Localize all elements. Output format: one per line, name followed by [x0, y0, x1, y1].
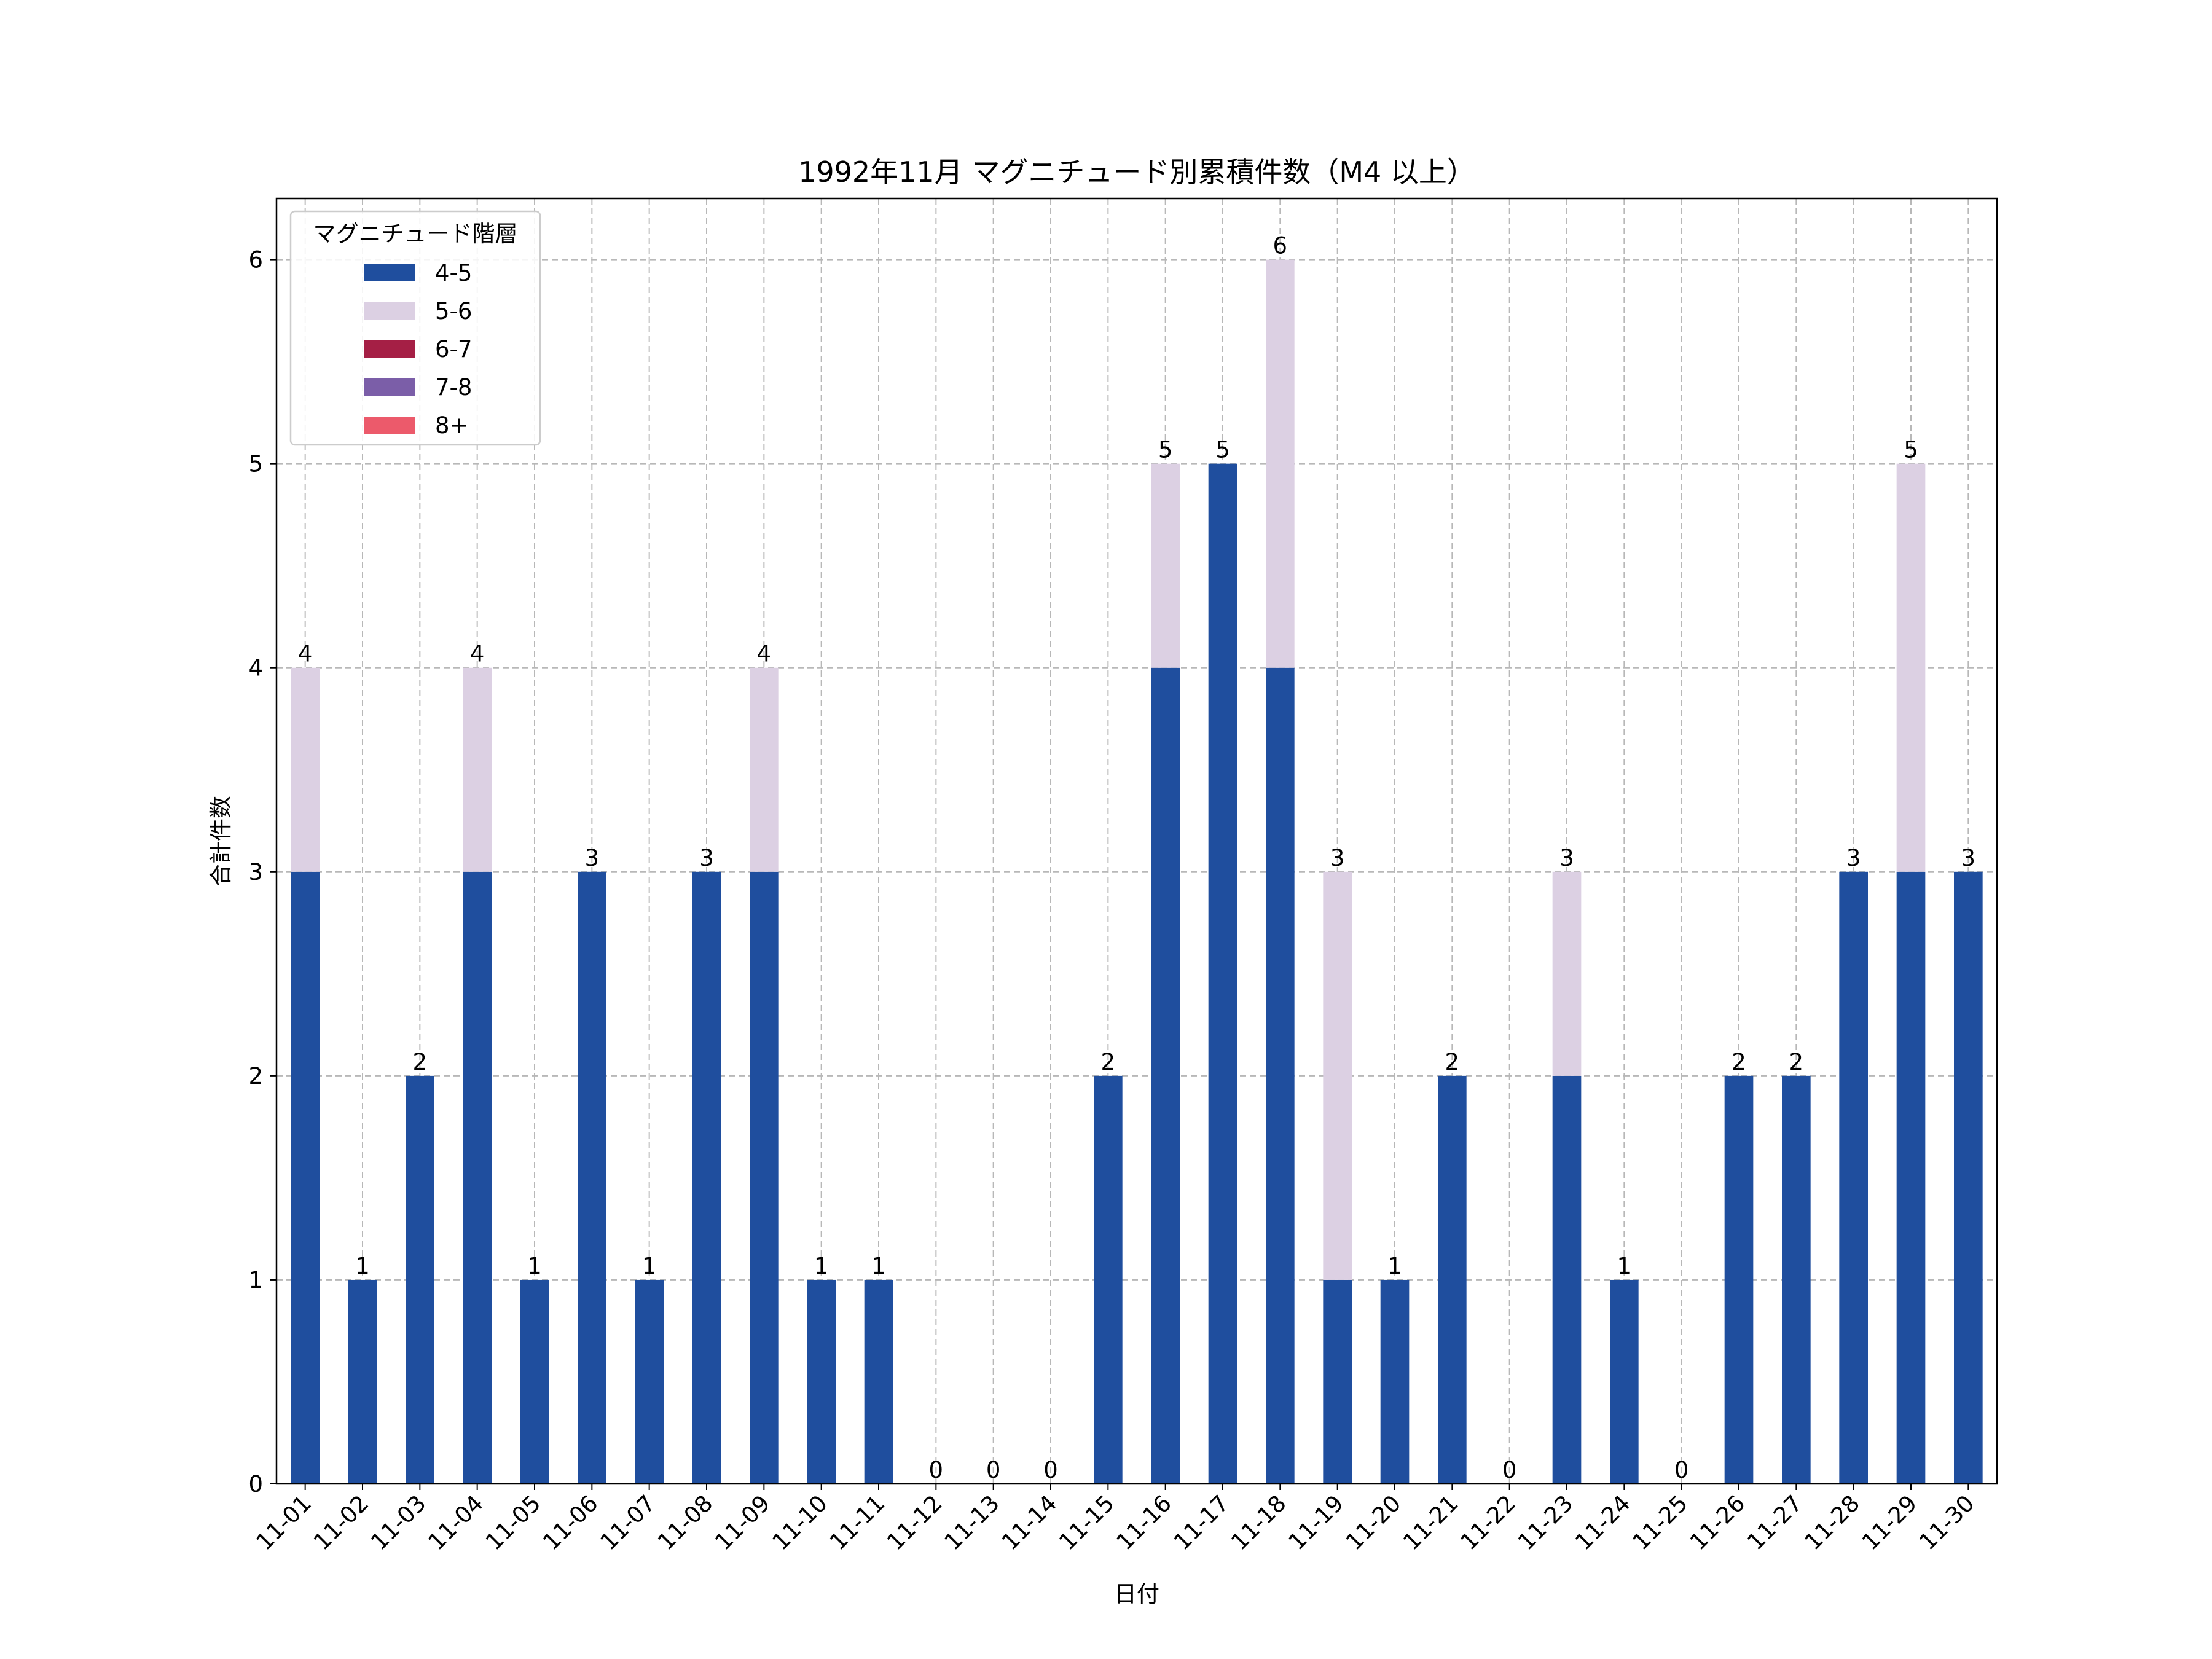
bar-total-label: 2 [1445, 1049, 1460, 1075]
bar-segment-4-5-11-21 [1438, 1075, 1467, 1484]
bar-segment-4-5-11-04 [463, 871, 492, 1484]
bar-total-label: 4 [757, 641, 772, 667]
bar-total-label: 2 [413, 1049, 428, 1075]
legend-swatch-4-5 [364, 264, 415, 281]
bar-segment-5-6-11-19 [1323, 871, 1352, 1280]
x-axis-label: 日付 [1114, 1581, 1159, 1607]
bar-segment-5-6-11-16 [1151, 463, 1180, 668]
bar-total-label: 0 [1674, 1457, 1689, 1483]
bar-total-label: 2 [1732, 1049, 1746, 1075]
legend-title: マグニチュード階層 [313, 221, 518, 247]
bar-segment-4-5-11-15 [1094, 1075, 1123, 1484]
bar-segment-5-6-11-23 [1552, 871, 1582, 1076]
bar-total-label: 2 [1101, 1049, 1116, 1075]
bar-segment-4-5-11-06 [578, 871, 606, 1484]
y-tick-label: 3 [248, 859, 263, 885]
bar-segment-4-5-11-18 [1266, 667, 1295, 1484]
bar-total-label: 3 [585, 845, 600, 871]
bar-total-label: 1 [355, 1253, 370, 1279]
bar-total-label: 3 [1559, 845, 1574, 871]
bar-total-label: 4 [298, 641, 313, 667]
y-axis-ticks: 0 1 2 3 4 5 6 [248, 247, 276, 1497]
bar-segment-4-5-11-10 [807, 1279, 836, 1484]
bar-segment-4-5-11-29 [1896, 871, 1926, 1484]
bar-segment-4-5-11-11 [864, 1279, 893, 1484]
bar-total-labels: 4 1 2 4 1 3 1 3 4 1 1 0 0 0 2 5 5 6 3 1 2 0 3 1 0 2 2 3 5 3 [298, 233, 1975, 1483]
bar-segment-4-5-11-01 [291, 871, 320, 1484]
legend-label: 7-8 [435, 374, 472, 401]
bar-total-label: 1 [814, 1253, 829, 1279]
bar-total-label: 6 [1273, 233, 1288, 259]
bar-segment-5-6-11-29 [1896, 463, 1926, 872]
y-axis-label: 合計件数 [208, 796, 234, 887]
bar-segment-4-5-11-17 [1208, 463, 1237, 1484]
legend: マグニチュード階層 4-5 5-6 6-7 7-8 8+ [289, 210, 541, 446]
bar-segment-4-5-11-02 [348, 1279, 377, 1484]
y-tick-label: 1 [248, 1267, 263, 1293]
bar-segment-4-5-11-23 [1552, 1075, 1582, 1484]
legend-swatch-5-6 [364, 302, 415, 320]
bar-segment-5-6-11-18 [1266, 259, 1295, 668]
bar-total-label: 3 [1846, 845, 1861, 871]
legend-swatch-6-7 [364, 340, 415, 358]
bar-segment-4-5-11-27 [1782, 1075, 1811, 1484]
bar-total-label: 1 [1387, 1253, 1402, 1279]
chart-title: 1992年11月 マグニチュード別累積件数（M4 以上） [798, 155, 1475, 189]
bar-total-label: 0 [1043, 1457, 1058, 1483]
bar-total-label: 0 [986, 1457, 1001, 1483]
bar-segment-4-5-11-28 [1839, 871, 1868, 1484]
plot-frame [275, 197, 1998, 1485]
bar-segment-4-5-11-30 [1954, 871, 1983, 1484]
y-tick-label: 5 [248, 451, 263, 477]
bar-total-label: 3 [1961, 845, 1976, 871]
bars [291, 259, 1983, 1484]
bar-total-label: 1 [527, 1253, 542, 1279]
bar-total-label: 5 [1158, 437, 1173, 463]
bar-segment-5-6-11-04 [463, 667, 492, 872]
bar-total-label: 1 [642, 1253, 657, 1279]
bar-total-label: 5 [1215, 437, 1230, 463]
legend-swatch-8+ [364, 417, 415, 434]
bar-segment-4-5-11-16 [1151, 667, 1180, 1484]
bar-segment-4-5-11-20 [1380, 1279, 1410, 1484]
legend-label: 8+ [435, 412, 469, 439]
y-tick-label: 4 [248, 655, 263, 681]
bar-total-label: 1 [1617, 1253, 1632, 1279]
legend-label: 5-6 [435, 298, 472, 324]
bar-segment-4-5-11-24 [1610, 1279, 1639, 1484]
bar-total-label: 0 [929, 1457, 944, 1483]
bar-segment-4-5-11-03 [406, 1075, 434, 1484]
bar-total-label: 3 [699, 845, 714, 871]
bar-segment-5-6-11-09 [750, 667, 779, 872]
bar-segment-4-5-11-05 [520, 1279, 549, 1484]
legend-label: 4-5 [435, 260, 472, 286]
legend-swatch-7-8 [364, 378, 415, 396]
bar-total-label: 2 [1789, 1049, 1804, 1075]
bar-total-label: 0 [1502, 1457, 1517, 1483]
y-tick-label: 6 [248, 247, 263, 273]
bar-segment-5-6-11-01 [291, 667, 320, 872]
bar-segment-4-5-11-08 [692, 871, 721, 1484]
bar-segment-4-5-11-19 [1323, 1279, 1352, 1484]
legend-items: 4-5 5-6 6-7 7-8 8+ [364, 260, 472, 439]
y-tick-label: 2 [248, 1063, 263, 1089]
bar-total-label: 3 [1330, 845, 1345, 871]
bar-total-label: 4 [470, 641, 485, 667]
bar-total-label: 1 [871, 1253, 886, 1279]
bar-total-label: 5 [1904, 437, 1918, 463]
bar-segment-4-5-11-07 [635, 1279, 664, 1484]
y-tick-label: 0 [248, 1471, 263, 1497]
legend-box [289, 210, 541, 446]
bar-segment-4-5-11-26 [1724, 1075, 1754, 1484]
legend-label: 6-7 [435, 336, 472, 363]
bar-segment-4-5-11-09 [750, 871, 779, 1484]
